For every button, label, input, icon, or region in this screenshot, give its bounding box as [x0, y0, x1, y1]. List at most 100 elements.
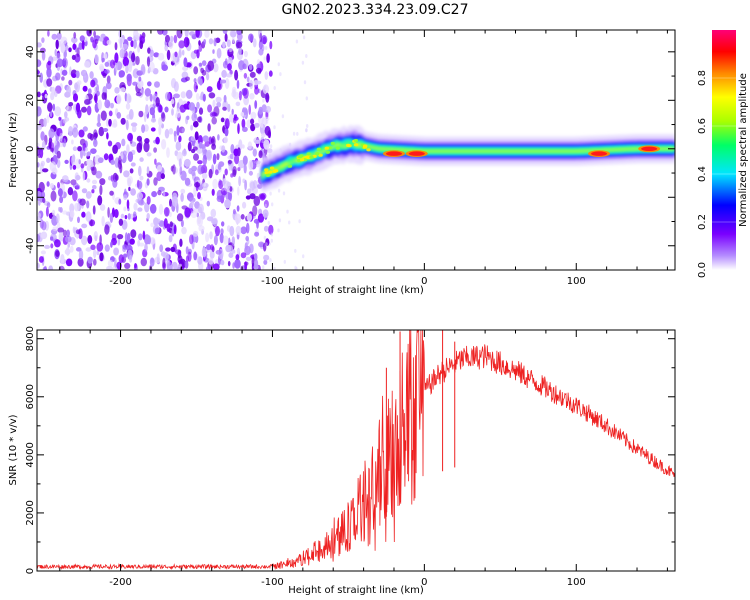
noise-speckle — [145, 95, 149, 102]
noise-speckle — [114, 52, 119, 63]
noise-speckle — [223, 136, 228, 144]
noise-speckle — [250, 118, 255, 125]
noise-speckle — [116, 94, 122, 105]
noise-speckle — [207, 123, 211, 132]
noise-speckle — [245, 256, 252, 261]
noise-speckle — [254, 122, 260, 128]
noise-speckle — [227, 63, 232, 71]
noise-speckle — [166, 223, 171, 232]
noise-speckle — [253, 195, 261, 207]
ridge-speckle — [315, 152, 320, 156]
noise-speckle — [81, 40, 85, 50]
noise-speckle — [168, 128, 174, 135]
noise-speckle — [90, 219, 93, 227]
noise-speckle — [114, 174, 119, 181]
noise-speckle — [93, 258, 97, 266]
noise-speckle — [95, 170, 103, 179]
noise-speckle — [99, 178, 106, 186]
noise-speckle — [149, 93, 153, 102]
noise-speckle — [68, 102, 74, 107]
noise-speckle — [263, 139, 270, 150]
noise-speckle — [102, 72, 107, 78]
noise-speckle — [130, 40, 134, 48]
noise-speckle — [211, 143, 217, 150]
noise-speckle — [145, 104, 149, 115]
noise-speckle — [92, 205, 96, 215]
noise-speckle — [87, 235, 93, 244]
noise-speckle — [37, 162, 40, 168]
noise-speckle — [118, 70, 126, 78]
noise-speckle — [56, 32, 62, 40]
noise-speckle — [192, 146, 198, 151]
noise-speckle — [126, 244, 133, 252]
noise-speckle — [86, 159, 92, 166]
noise-speckle — [133, 202, 138, 211]
noise-speckle — [231, 108, 234, 115]
noise-speckle — [234, 213, 242, 224]
noise-speckle — [107, 140, 113, 147]
noise-speckle — [253, 253, 258, 261]
noise-speckle — [277, 62, 280, 67]
noise-speckle — [87, 256, 93, 264]
noise-speckle — [232, 91, 240, 100]
noise-speckle — [206, 72, 210, 81]
noise-speckle — [117, 234, 124, 240]
noise-speckle — [227, 103, 231, 113]
noise-speckle — [185, 246, 189, 255]
noise-speckle — [62, 118, 67, 124]
noise-speckle — [57, 227, 65, 233]
noise-speckle — [196, 212, 200, 218]
noise-speckle — [258, 39, 263, 50]
noise-speckle — [193, 153, 199, 161]
noise-speckle — [110, 241, 113, 248]
noise-speckle — [175, 249, 182, 255]
noise-speckle — [171, 108, 174, 116]
noise-speckle — [54, 106, 62, 117]
snr-frame — [36, 329, 676, 572]
noise-speckle — [217, 163, 222, 171]
noise-speckle — [136, 192, 144, 200]
noise-speckle — [138, 233, 143, 241]
x-tick-label: -100 — [261, 276, 284, 287]
noise-speckle — [212, 217, 218, 227]
chart-title: GN02.2023.334.23.09.C27 — [282, 2, 469, 18]
noise-speckle — [56, 52, 61, 59]
noise-speckle — [111, 233, 117, 241]
noise-speckle — [115, 142, 121, 150]
ridge-speckle — [306, 155, 311, 159]
noise-speckle — [56, 150, 61, 159]
noise-speckle — [230, 173, 234, 178]
noise-speckle — [50, 243, 54, 249]
noise-speckle — [173, 81, 179, 92]
noise-speckle — [249, 71, 256, 78]
noise-speckle — [301, 60, 305, 65]
noise-speckle — [96, 242, 104, 252]
noise-speckle — [264, 71, 269, 80]
noise-speckle — [266, 108, 269, 113]
noise-speckle — [61, 76, 65, 81]
noise-speckle — [90, 244, 96, 251]
noise-speckle — [138, 110, 144, 118]
noise-speckle — [74, 82, 79, 90]
noise-speckle — [222, 30, 228, 34]
noise-speckle — [302, 254, 305, 259]
ridge-speckle — [268, 170, 273, 174]
noise-speckle — [195, 30, 200, 38]
ridge-speckle — [309, 155, 314, 159]
noise-speckle — [146, 212, 150, 220]
noise-speckle — [64, 111, 68, 119]
noise-speckle — [268, 70, 273, 77]
noise-speckle — [198, 107, 204, 115]
noise-speckle — [215, 225, 220, 237]
noise-speckle — [116, 112, 122, 119]
noise-speckle — [227, 260, 231, 267]
noise-speckle — [132, 68, 140, 79]
noise-speckle — [155, 136, 160, 145]
noise-speckle — [62, 210, 68, 215]
noise-speckle — [134, 32, 141, 38]
noise-speckle — [158, 203, 164, 215]
noise-speckle — [244, 261, 248, 270]
noise-speckle — [198, 40, 201, 46]
